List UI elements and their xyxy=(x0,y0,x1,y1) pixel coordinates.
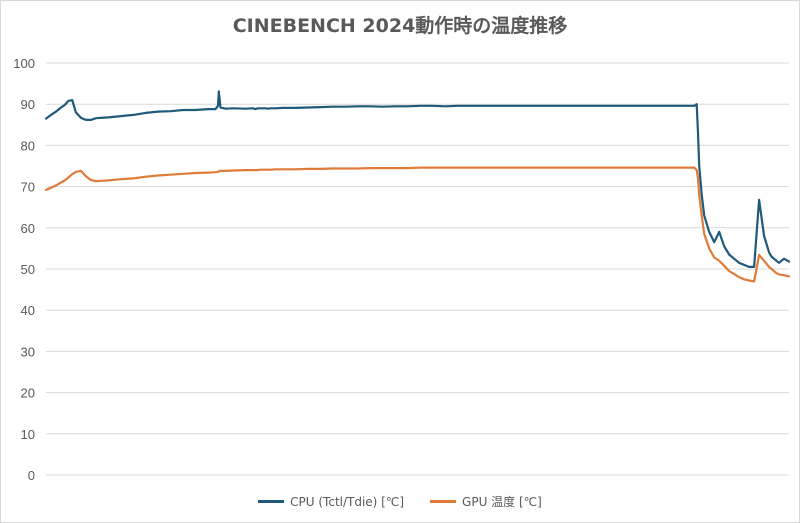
y-tick-label: 70 xyxy=(21,180,35,195)
y-tick-label: 60 xyxy=(21,221,35,236)
y-tick-labels: 0 10 20 30 40 50 60 70 80 90 100 xyxy=(13,56,35,483)
gridlines xyxy=(46,62,789,476)
y-tick-label: 50 xyxy=(21,262,35,277)
y-tick-label: 10 xyxy=(21,427,35,442)
legend: CPU (Tctl/Tdie) [℃] GPU 温度 [℃] xyxy=(1,493,799,510)
y-tick-label: 90 xyxy=(21,97,35,112)
legend-label-cpu: CPU (Tctl/Tdie) [℃] xyxy=(290,494,405,509)
series-line-cpu xyxy=(44,90,791,268)
legend-swatch-cpu xyxy=(258,500,285,503)
y-tick-label: 30 xyxy=(21,344,35,359)
series-line-gpu xyxy=(44,166,791,283)
y-tick-label: 20 xyxy=(21,386,35,401)
legend-item-gpu: GPU 温度 [℃] xyxy=(430,493,542,510)
legend-swatch-gpu xyxy=(430,500,457,503)
legend-label-gpu: GPU 温度 [℃] xyxy=(462,495,542,509)
y-tick-label: 80 xyxy=(21,138,35,153)
legend-item-cpu: CPU (Tctl/Tdie) [℃] xyxy=(258,495,404,509)
y-tick-label: 40 xyxy=(21,303,35,318)
series-lines xyxy=(44,90,791,283)
chart-title: CINEBENCH 2024動作時の温度推移 xyxy=(232,15,568,37)
y-tick-label: 0 xyxy=(28,468,35,483)
y-tick-label: 100 xyxy=(13,56,35,71)
